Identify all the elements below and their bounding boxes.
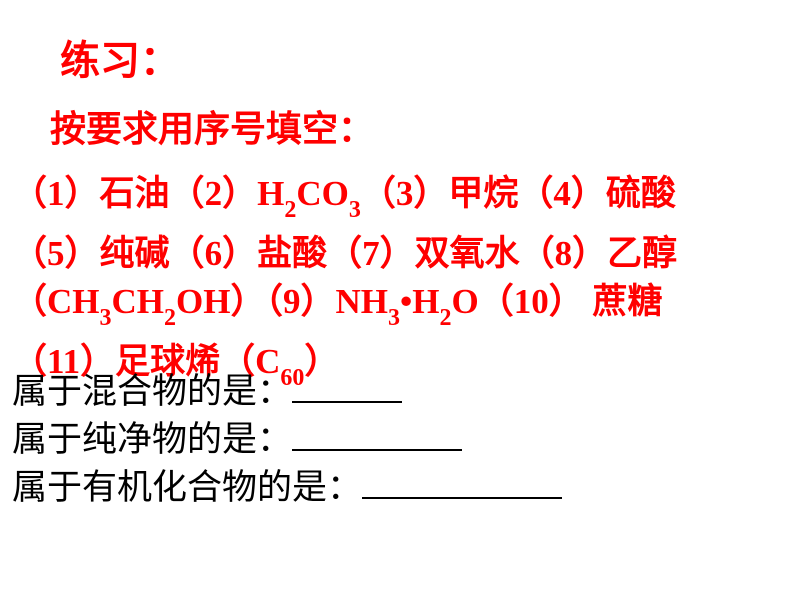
formula-dot: •: [400, 282, 412, 321]
paren-open: （: [265, 282, 283, 321]
formula-ch: CH: [47, 282, 100, 321]
paren-open: （: [12, 174, 47, 213]
question-1-text: 属于混合物的是：: [12, 372, 292, 411]
num-5: 5: [47, 234, 65, 273]
paren-close: ）: [222, 174, 257, 213]
paren-open: （: [361, 174, 396, 213]
formula-sub: 3: [349, 197, 361, 223]
formula-ch: CH: [112, 282, 165, 321]
item-5-text: 纯碱: [100, 234, 170, 273]
paren-open: （: [170, 234, 205, 273]
question-3: 属于有机化合物的是：: [12, 464, 562, 512]
num-7: 7: [362, 234, 380, 273]
formula-oh: OH: [176, 282, 230, 321]
num-9: 9: [283, 282, 301, 321]
item-7-text: 双氧水: [415, 234, 520, 273]
formula-sub: 2: [440, 305, 452, 331]
paren-open: （: [12, 282, 47, 321]
formula-o: O: [452, 282, 479, 321]
question-1: 属于混合物的是：: [12, 368, 562, 416]
answer-blank-2: [292, 420, 462, 452]
num-10: 10: [514, 282, 549, 321]
answer-blank-1: [292, 372, 402, 404]
question-3-text: 属于有机化合物的是：: [12, 468, 362, 507]
item-4-text: 硫酸: [606, 174, 676, 213]
exercise-heading: 练习：: [60, 28, 180, 86]
formula-h: H: [257, 174, 284, 213]
question-2-text: 属于纯净物的是：: [12, 420, 292, 459]
num-2: 2: [205, 174, 223, 213]
question-2: 属于纯净物的是：: [12, 416, 562, 464]
item-3-text: 甲烷: [448, 174, 518, 213]
instruction-heading: 按要求用序号填空：: [50, 100, 374, 152]
num-3: 3: [396, 174, 414, 213]
paren-close: ）: [572, 234, 607, 273]
num-1: 1: [47, 174, 65, 213]
paren-open: （: [518, 174, 553, 213]
num-4: 4: [553, 174, 571, 213]
paren-open: （: [12, 234, 47, 273]
item-1-text: 石油: [100, 174, 170, 213]
formula-h: H: [412, 282, 439, 321]
paren-close: ）: [230, 282, 265, 321]
answer-blank-3: [362, 468, 562, 500]
questions-block: 属于混合物的是： 属于纯净物的是： 属于有机化合物的是：: [12, 368, 562, 512]
paren-open: （: [327, 234, 362, 273]
formula-sub: 2: [164, 305, 176, 331]
paren-close: ）: [380, 234, 415, 273]
formula-nh: NH: [336, 282, 389, 321]
formula-co: CO: [296, 174, 349, 213]
paren-close: ）: [65, 174, 100, 213]
paren-close: ）: [413, 174, 448, 213]
item-8-text: 乙醇: [607, 234, 677, 273]
paren-close: ）: [301, 282, 336, 321]
paren-close: ）: [571, 174, 606, 213]
paren-open: （: [479, 282, 514, 321]
num-8: 8: [555, 234, 573, 273]
formula-sub: 2: [284, 197, 296, 223]
item-6-text: 盐酸: [257, 234, 327, 273]
num-6: 6: [205, 234, 223, 273]
slide: 练习： 按要求用序号填空： （1）石油（2）H2CO3（3）甲烷（4）硫酸 （5…: [0, 0, 794, 596]
formula-sub: 3: [100, 305, 112, 331]
paren-close: ）: [222, 234, 257, 273]
paren-open: （: [520, 234, 555, 273]
items-list: （1）石油（2）H2CO3（3）甲烷（4）硫酸 （5）纯碱（6）盐酸（7）双氧水…: [12, 170, 782, 398]
item-10-text: 蔗糖: [584, 282, 663, 321]
paren-close: ）: [65, 234, 100, 273]
paren-close: ）: [549, 282, 584, 321]
formula-sub: 3: [388, 305, 400, 331]
paren-open: （: [170, 174, 205, 213]
